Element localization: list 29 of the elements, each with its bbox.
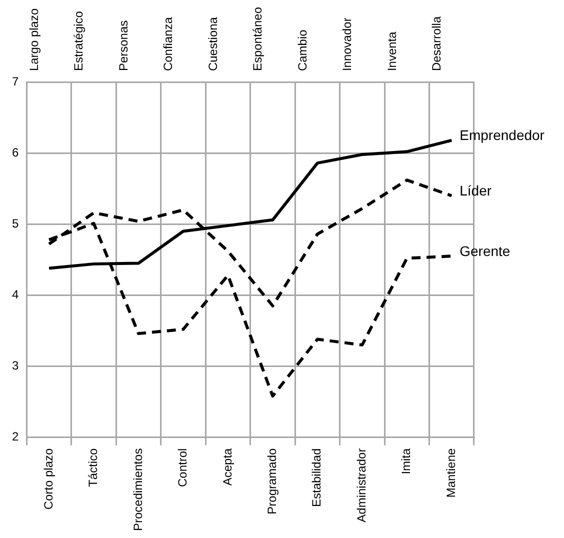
text: Espontáneo xyxy=(250,6,265,72)
series-label: Gerente xyxy=(460,242,510,259)
y-tick-label: 5 xyxy=(12,216,19,230)
y-tick-label: 7 xyxy=(12,74,19,88)
y-tick-label: 4 xyxy=(12,288,19,302)
x-tick-label: Procedimientos xyxy=(130,448,145,532)
y-tick-label: 2 xyxy=(12,430,19,444)
x-tick-label: Administrador xyxy=(354,448,368,522)
y-tick-label: 6 xyxy=(12,145,19,160)
text: Cambio xyxy=(295,29,310,72)
x-tick-label: Táctico xyxy=(86,448,100,487)
x-tick-label: Control xyxy=(176,448,190,487)
text: Estratégico xyxy=(72,10,86,72)
x-tick-label: Corto plazo xyxy=(41,448,56,510)
text: Personas xyxy=(116,20,130,72)
text: Inventa xyxy=(384,31,399,72)
x-tick-label: Mantiene xyxy=(444,448,458,498)
x-tick-label: Imita xyxy=(399,448,414,474)
series-label: Líder xyxy=(460,182,492,199)
text: Innovador xyxy=(340,18,354,72)
x-tick-label: Programado xyxy=(265,448,280,514)
series-label: Emprendedor xyxy=(460,127,545,144)
text: Desarrolla xyxy=(430,16,444,72)
text: Largo plazo xyxy=(26,8,41,72)
text: Confianza xyxy=(161,16,176,72)
text: Cuestiona xyxy=(206,16,220,72)
x-tick-label: Estabilidad xyxy=(310,448,324,508)
y-tick-label: 3 xyxy=(12,358,19,373)
x-tick-label: Acepta xyxy=(220,448,234,486)
